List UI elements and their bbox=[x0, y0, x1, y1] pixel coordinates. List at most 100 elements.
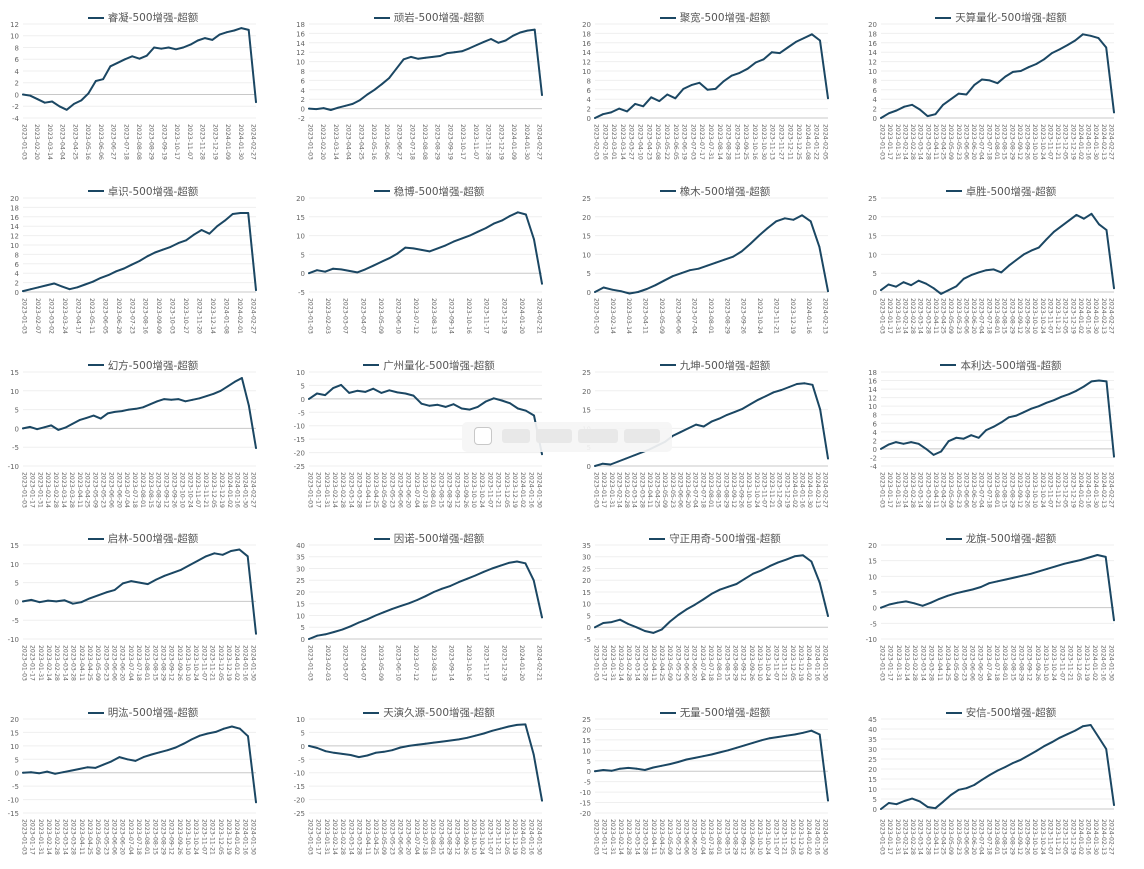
x-tick-label: 2024-01-16 bbox=[234, 472, 241, 508]
x-tick-label: 2023-03-28 bbox=[356, 819, 363, 855]
y-tick-label: -20 bbox=[580, 810, 591, 818]
x-tick-label: 2023-03-14 bbox=[917, 298, 924, 334]
data-point bbox=[366, 93, 369, 96]
data-point bbox=[240, 27, 243, 29]
data-point bbox=[524, 723, 527, 726]
x-tick-label: 2023-06-06 bbox=[110, 819, 117, 855]
x-tick-label: 2024-01-16 bbox=[1099, 645, 1106, 681]
x-tick-label: 2024-01-16 bbox=[1085, 298, 1092, 334]
data-point bbox=[680, 272, 683, 274]
x-tick-label: 2023-07-17 bbox=[698, 124, 705, 160]
x-tick-label: 2024-01-02 bbox=[805, 819, 812, 855]
data-point bbox=[238, 727, 241, 730]
data-point bbox=[1081, 725, 1084, 728]
y-tick-label: -5 bbox=[298, 756, 305, 764]
x-tick-label: 2023-05-08 bbox=[654, 124, 661, 160]
x-tick-label: 2023-07-18 bbox=[985, 124, 992, 160]
data-point bbox=[163, 575, 166, 578]
x-tick-label: 2024-02-27 bbox=[821, 472, 828, 508]
x-tick-label: 2023-01-17 bbox=[315, 472, 322, 508]
data-point bbox=[946, 595, 949, 598]
y-tick-label: 2 bbox=[873, 437, 877, 445]
x-tick-label: 2023-01-03 bbox=[879, 124, 886, 160]
data-point bbox=[1113, 111, 1115, 114]
y-tick-label: 10 bbox=[582, 601, 591, 609]
y-tick-label: 10 bbox=[868, 251, 877, 259]
x-tick-label: 2023-01-03 bbox=[593, 298, 600, 334]
x-tick-label: 2023-12-19 bbox=[225, 819, 232, 855]
data-point bbox=[484, 400, 487, 402]
y-tick-label: 4 bbox=[15, 68, 20, 76]
data-point bbox=[476, 405, 479, 408]
x-tick-label: 2023-12-19 bbox=[1069, 472, 1076, 508]
data-point bbox=[316, 635, 319, 637]
data-point bbox=[196, 560, 199, 563]
x-tick-label: 2023-05-09 bbox=[377, 645, 384, 681]
data-point bbox=[460, 407, 463, 409]
data-point bbox=[988, 774, 991, 777]
data-point bbox=[76, 286, 79, 288]
y-tick-label: 0 bbox=[15, 289, 19, 297]
y-tick-label: 5 bbox=[15, 406, 19, 414]
data-point bbox=[190, 738, 193, 741]
data-point bbox=[1113, 455, 1115, 458]
data-point bbox=[1000, 421, 1003, 423]
data-point bbox=[50, 424, 53, 426]
x-tick-label: 2023-01-31 bbox=[37, 645, 44, 681]
data-point bbox=[973, 84, 976, 86]
data-point bbox=[942, 103, 945, 106]
data-point bbox=[702, 598, 705, 601]
data-point bbox=[247, 211, 250, 214]
y-tick-label: 18 bbox=[296, 21, 305, 29]
data-point bbox=[372, 264, 375, 267]
data-point bbox=[718, 417, 721, 420]
data-point bbox=[476, 230, 479, 233]
x-tick-label: 2023-09-26 bbox=[462, 819, 469, 855]
x-tick-label: 2023-09-11 bbox=[733, 124, 740, 160]
chart-panel: -10 -5 0 5 10 15 2023-01-03 2023-01-17 2023-01-3… bbox=[0, 521, 286, 695]
x-tick-label: 2024-02-27 bbox=[249, 298, 256, 334]
x-tick-label: 2023-01-31 bbox=[894, 124, 901, 160]
data-point bbox=[1066, 733, 1069, 736]
data-point bbox=[532, 753, 535, 756]
y-tick-label: 10 bbox=[10, 561, 19, 569]
data-point bbox=[743, 744, 746, 747]
x-tick-label: 2023-07-12 bbox=[412, 645, 419, 681]
x-tick-label: 2023-03-28 bbox=[70, 645, 77, 681]
data-point bbox=[660, 765, 663, 767]
y-tick-label: -15 bbox=[294, 783, 305, 791]
data-point bbox=[47, 600, 49, 602]
x-tick-label: 2024-01-09 bbox=[224, 124, 231, 160]
x-tick-label: 2023-02-03 bbox=[593, 124, 600, 160]
x-tick-label: 2024-01-02 bbox=[1091, 645, 1098, 681]
x-tick-label: 2023-09-26 bbox=[176, 819, 183, 855]
data-point bbox=[1090, 212, 1093, 215]
x-tick-label: 2023-09-26 bbox=[171, 472, 178, 508]
x-tick-label: 2023-07-18 bbox=[421, 472, 428, 508]
x-tick-label: 2023-07-18 bbox=[135, 819, 142, 855]
data-point bbox=[727, 749, 729, 752]
x-tick-label: 2023-10-24 bbox=[753, 472, 760, 508]
data-point bbox=[80, 99, 83, 102]
x-tick-label: 2023-04-04 bbox=[345, 124, 352, 160]
data-point bbox=[383, 611, 385, 614]
x-tick-label: 2023-04-25 bbox=[940, 819, 947, 855]
data-point bbox=[391, 749, 394, 752]
data-point bbox=[802, 732, 804, 734]
data-point bbox=[324, 270, 327, 273]
data-point bbox=[123, 267, 125, 270]
y-tick-label: 5 bbox=[873, 270, 877, 278]
x-tick-label: 2023-09-12 bbox=[740, 819, 747, 855]
x-tick-label: 2023-11-21 bbox=[1054, 124, 1061, 160]
data-point bbox=[399, 746, 402, 749]
data-point bbox=[1067, 219, 1070, 222]
y-tick-label: 6 bbox=[587, 87, 591, 95]
x-tick-label: 2023-07-03 bbox=[689, 124, 696, 160]
data-point bbox=[396, 252, 399, 255]
x-tick-label: 2023-08-15 bbox=[723, 819, 730, 855]
x-tick-label: 2023-08-15 bbox=[1001, 124, 1008, 160]
data-point bbox=[482, 732, 485, 735]
x-tick-label: 2023-11-07 bbox=[1046, 124, 1053, 160]
x-tick-label: 2023-02-28 bbox=[339, 819, 346, 855]
